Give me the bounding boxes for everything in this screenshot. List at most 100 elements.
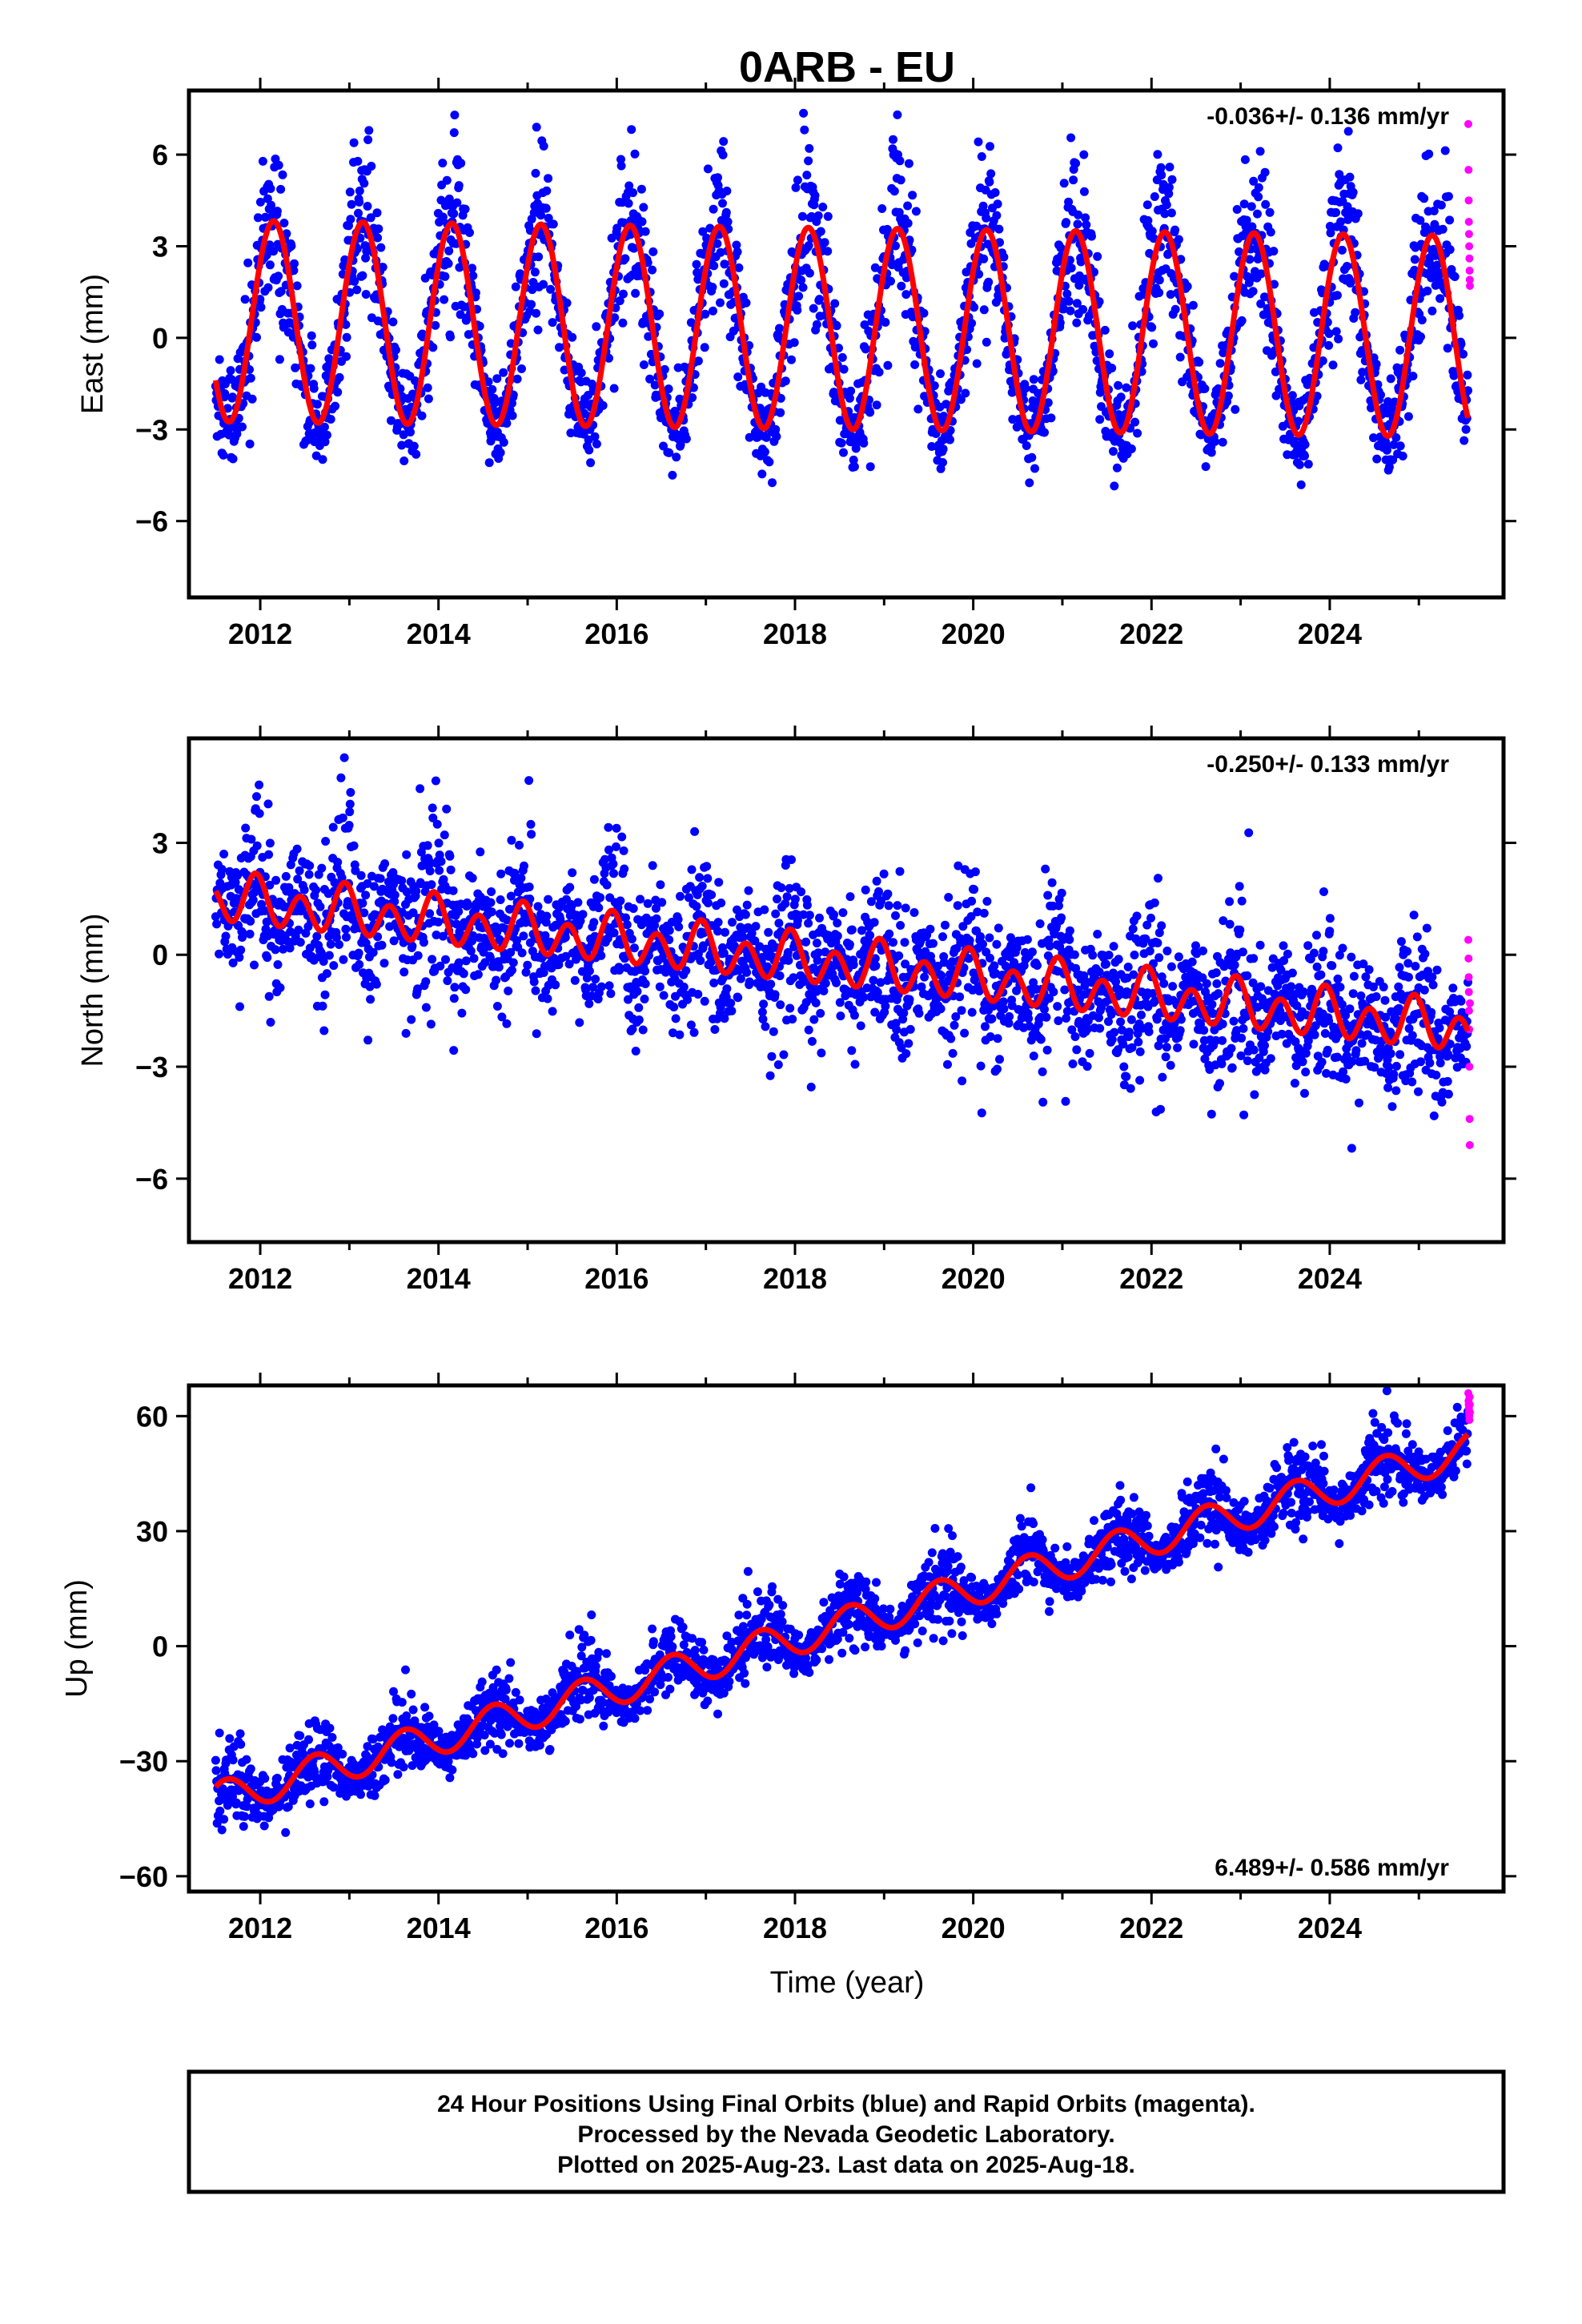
final-orbit-point xyxy=(913,404,923,414)
final-orbit-point xyxy=(304,870,314,879)
final-orbit-point xyxy=(291,363,300,372)
final-orbit-point xyxy=(1187,957,1197,967)
final-orbit-point xyxy=(1078,304,1088,314)
final-orbit-point xyxy=(850,1059,860,1069)
final-orbit-point xyxy=(568,332,577,342)
final-orbit-point xyxy=(716,298,725,308)
final-orbit-point xyxy=(771,909,781,919)
final-orbit-point xyxy=(985,933,994,943)
final-orbit-point xyxy=(1027,452,1037,462)
final-orbit-point xyxy=(847,925,857,935)
final-orbit-point xyxy=(709,261,719,271)
final-orbit-point xyxy=(1346,279,1355,288)
final-orbit-point xyxy=(982,213,991,223)
final-orbit-point xyxy=(473,970,483,979)
final-orbit-point xyxy=(363,202,372,211)
final-orbit-point xyxy=(1343,127,1353,136)
final-orbit-point xyxy=(1398,452,1407,460)
final-orbit-point xyxy=(292,281,302,291)
final-orbit-point xyxy=(1342,262,1351,271)
final-orbit-point xyxy=(267,200,276,210)
final-orbit-point xyxy=(769,1027,778,1036)
final-orbit-point xyxy=(1443,191,1453,201)
final-orbit-point xyxy=(564,959,574,969)
final-orbit-point xyxy=(733,993,743,1003)
final-orbit-point xyxy=(977,152,986,161)
final-orbit-point xyxy=(425,866,435,876)
final-orbit-point xyxy=(318,455,327,464)
final-orbit-point xyxy=(799,108,809,118)
final-orbit-point xyxy=(773,895,781,904)
final-orbit-point xyxy=(231,894,241,903)
final-orbit-point xyxy=(416,784,425,794)
final-orbit-point xyxy=(1331,207,1341,217)
final-orbit-point xyxy=(440,295,449,304)
final-orbit-point xyxy=(1239,199,1249,209)
final-orbit-point xyxy=(380,859,390,868)
final-orbit-point xyxy=(1369,433,1378,443)
final-orbit-point xyxy=(1162,1043,1171,1052)
final-orbit-point xyxy=(865,462,875,472)
final-orbit-point xyxy=(1214,989,1223,999)
final-orbit-point xyxy=(339,955,348,964)
final-orbit-point xyxy=(938,444,948,454)
final-orbit-point xyxy=(718,151,728,159)
final-orbit-point xyxy=(275,983,285,992)
final-orbit-point xyxy=(1150,996,1160,1006)
final-orbit-point xyxy=(1266,1054,1275,1063)
final-orbit-point xyxy=(512,935,521,945)
final-orbit-point xyxy=(1235,247,1244,256)
final-orbit-point xyxy=(884,901,893,911)
final-orbit-point xyxy=(539,279,548,289)
final-orbit-point xyxy=(1074,985,1083,995)
final-orbit-point xyxy=(266,184,275,193)
final-orbit-point xyxy=(1126,1015,1136,1024)
final-orbit-point xyxy=(484,458,494,468)
final-orbit-point xyxy=(636,895,645,904)
final-orbit-point xyxy=(423,383,432,392)
final-orbit-point xyxy=(648,265,657,275)
final-orbit-point xyxy=(679,983,689,991)
final-orbit-point xyxy=(442,175,452,185)
final-orbit-point xyxy=(736,974,745,983)
final-orbit-point xyxy=(745,432,754,442)
final-orbit-point xyxy=(986,169,996,179)
final-orbit-point xyxy=(406,428,415,437)
final-orbit-point xyxy=(1166,208,1176,218)
final-orbit-point xyxy=(1045,994,1054,1003)
final-orbit-point xyxy=(236,945,246,955)
final-orbit-point xyxy=(263,799,273,809)
final-orbit-point xyxy=(1218,437,1227,447)
final-orbit-point xyxy=(845,939,854,949)
final-orbit-point xyxy=(829,388,838,397)
final-orbit-point xyxy=(1267,963,1277,972)
final-orbit-point xyxy=(606,989,616,999)
final-orbit-point xyxy=(1129,970,1138,979)
final-orbit-point xyxy=(1424,149,1434,159)
final-orbit-point xyxy=(866,897,876,907)
final-orbit-point xyxy=(361,290,371,299)
final-orbit-point xyxy=(1255,147,1265,156)
final-orbit-point xyxy=(219,850,229,858)
final-orbit-point xyxy=(434,838,444,848)
final-orbit-point xyxy=(1168,982,1178,991)
final-orbit-point xyxy=(1081,213,1090,223)
final-orbit-point xyxy=(1070,950,1079,959)
final-orbit-point xyxy=(428,955,437,964)
final-orbit-point xyxy=(793,175,802,185)
final-orbit-point xyxy=(1057,913,1066,923)
final-orbit-point xyxy=(1166,290,1175,300)
final-orbit-point xyxy=(979,305,989,315)
final-orbit-point xyxy=(681,966,691,975)
final-orbit-point xyxy=(967,1007,977,1017)
final-orbit-point xyxy=(1005,1011,1014,1021)
final-orbit-point xyxy=(651,903,661,913)
final-orbit-point xyxy=(616,161,626,171)
final-orbit-point xyxy=(1325,927,1335,936)
final-orbit-point xyxy=(1095,1023,1105,1033)
final-orbit-point xyxy=(1166,962,1176,971)
final-orbit-point xyxy=(1149,339,1158,348)
final-orbit-point xyxy=(1150,898,1159,907)
final-orbit-point xyxy=(1382,445,1391,455)
final-orbit-point xyxy=(409,441,419,451)
